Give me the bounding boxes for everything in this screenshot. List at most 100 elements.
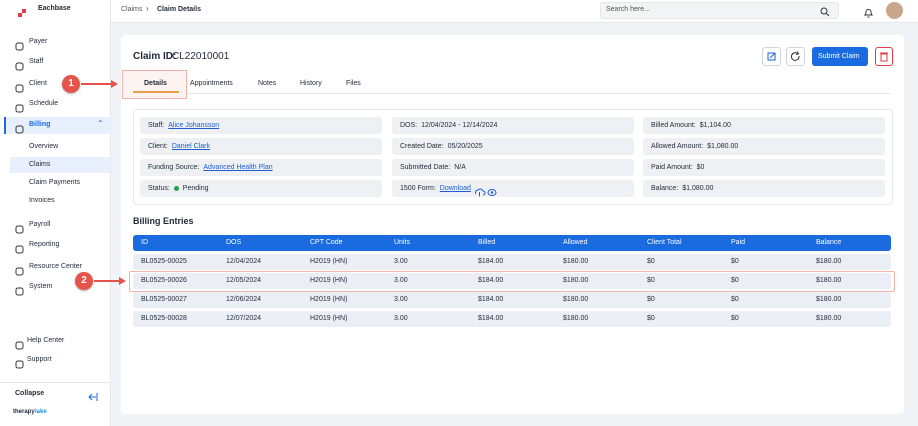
search-box[interactable] — [600, 2, 839, 19]
detail-label: 1500 Form: — [400, 185, 436, 192]
table-header — [133, 235, 891, 251]
nav-item[interactable]: Payer — [29, 38, 48, 45]
subnav-item[interactable]: Overview — [29, 143, 59, 150]
detail-field — [140, 117, 382, 134]
nav-glyph — [15, 84, 24, 93]
annotation-badge — [75, 272, 93, 290]
table-row[interactable] — [133, 311, 891, 327]
table-cell: $180.00 — [816, 277, 842, 284]
nav-icon — [15, 58, 24, 76]
detail-field — [392, 117, 634, 134]
annotation-number: 2 — [81, 275, 87, 286]
detail-link[interactable]: Download — [439, 185, 471, 192]
collapse-label[interactable]: Collapse — [15, 390, 45, 397]
brand-icon — [18, 5, 27, 17]
detail-link[interactable]: Alice Johansson — [168, 122, 220, 129]
nav-glyph — [15, 267, 24, 276]
collapse-icon[interactable] — [88, 389, 98, 407]
nav-icon — [15, 263, 24, 281]
nav-glyph — [15, 125, 24, 134]
footer-nav-item[interactable]: Support — [27, 356, 52, 363]
form-icons[interactable] — [474, 184, 497, 202]
footer-nav-icon — [15, 356, 24, 374]
tab[interactable]: Files — [346, 80, 361, 87]
detail-field — [392, 138, 634, 155]
table-cell: $180.00 — [563, 315, 589, 322]
table-cell: $0 — [731, 277, 739, 284]
tab-bar-line — [133, 93, 891, 94]
table-row[interactable] — [133, 273, 891, 289]
tab[interactable]: Notes — [258, 80, 277, 87]
detail-link[interactable]: Advanced Health Plan — [203, 164, 273, 171]
tab[interactable]: Details — [144, 80, 167, 87]
column-header: Balance — [816, 239, 842, 246]
submit-button[interactable] — [812, 47, 868, 66]
annotation-arrowhead — [119, 277, 126, 285]
detail-value: Pending — [182, 185, 209, 192]
annotation-badge — [62, 75, 80, 93]
table-cell: H2019 (HN) — [310, 258, 348, 265]
detail-label: Allowed Amount: — [651, 143, 704, 150]
claim-id-label: Claim ID: — [133, 51, 177, 62]
table-cell: BL0525-00025 — [141, 258, 187, 265]
footer-nav-item[interactable]: Help Center — [27, 337, 65, 344]
nav-icon — [15, 241, 24, 259]
bell-icon[interactable] — [863, 5, 874, 23]
annotation-arrowhead — [111, 80, 118, 88]
edit-button[interactable] — [762, 47, 781, 66]
details-panel — [133, 109, 893, 205]
refresh-button[interactable] — [786, 47, 805, 66]
table-cell: 3.00 — [394, 296, 408, 303]
nav-item[interactable]: Billing — [29, 121, 51, 128]
search-icon[interactable] — [820, 4, 830, 22]
refresh-glyph — [790, 51, 800, 61]
table-cell: $180.00 — [563, 277, 589, 284]
detail-field — [643, 180, 885, 197]
search-placeholder: Search here... — [606, 6, 650, 13]
table-cell: 3.00 — [394, 277, 408, 284]
tab[interactable]: History — [300, 80, 322, 87]
tab[interactable]: Appointments — [190, 80, 233, 87]
breadcrumb-item[interactable]: Claims — [121, 6, 143, 13]
subnav-item[interactable]: Invoices — [29, 197, 55, 204]
nav-item[interactable]: Resource Center — [29, 263, 82, 270]
column-header: Billed — [478, 239, 496, 246]
table-cell: $0 — [731, 296, 739, 303]
detail-link[interactable]: Daniel Clark — [171, 143, 210, 150]
detail-field — [643, 159, 885, 176]
nav-item[interactable]: Staff — [29, 58, 44, 65]
table-cell: $180.00 — [816, 296, 842, 303]
table-cell: $0 — [731, 258, 739, 265]
bell-glyph — [863, 9, 874, 18]
table-cell: $184.00 — [478, 296, 504, 303]
detail-label: Client: — [148, 143, 168, 150]
collapse-glyph — [88, 393, 98, 401]
subnav-item[interactable]: Claim Payments — [29, 179, 80, 186]
billing-title: Billing Entries — [133, 216, 194, 226]
delete-button[interactable] — [875, 47, 893, 66]
delete-glyph — [880, 52, 888, 62]
nav-item[interactable]: Client — [29, 80, 47, 87]
nav-glyph — [15, 360, 24, 369]
table-row[interactable] — [133, 292, 891, 308]
avatar[interactable] — [886, 2, 903, 19]
column-header: Allowed — [563, 239, 588, 246]
table-cell: BL0525-00028 — [141, 315, 187, 322]
nav-chevron: ⌃ — [97, 119, 104, 128]
detail-field — [392, 180, 634, 197]
claim-id: CL22010001 — [172, 51, 230, 62]
nav-item[interactable]: System — [29, 283, 53, 290]
nav-item[interactable]: Payroll — [29, 221, 51, 228]
table-cell: $180.00 — [563, 258, 589, 265]
table-cell: 12/04/2024 — [226, 258, 262, 265]
nav-item[interactable]: Reporting — [29, 241, 60, 248]
nav-item[interactable]: Schedule — [29, 100, 59, 107]
table-cell: H2019 (HN) — [310, 315, 348, 322]
detail-value: $1,104.00 — [699, 122, 731, 129]
nav-glyph — [15, 104, 24, 113]
table-cell: 12/05/2024 — [226, 277, 262, 284]
subnav-item[interactable]: Claims — [29, 161, 51, 168]
table-row[interactable] — [133, 254, 891, 270]
submit-label[interactable]: Submit Claim — [818, 53, 860, 60]
